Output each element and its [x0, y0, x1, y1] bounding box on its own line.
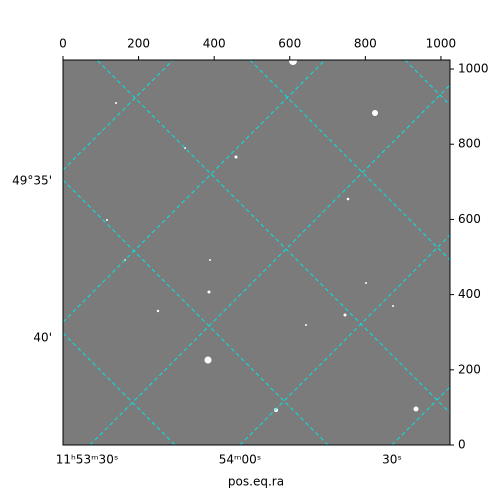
y-tick-label: 0 — [458, 438, 466, 452]
y-tick-label: 600 — [458, 212, 481, 226]
ra-label: 11ʰ53ᵐ30ˢ — [56, 453, 119, 467]
y-tick-label: 800 — [458, 137, 481, 151]
x-axis-label: pos.eq.ra — [228, 475, 284, 489]
frame — [62, 59, 451, 446]
ra-label: 30ˢ — [382, 453, 402, 467]
ra-label: 54ᵐ00ˢ — [219, 453, 262, 467]
y-tick-label: 200 — [458, 362, 481, 376]
x-tick-label: 1000 — [426, 37, 457, 51]
y-tick-label: 1000 — [458, 62, 489, 76]
dec-label: 40' — [33, 331, 52, 345]
sky-image — [63, 60, 450, 445]
x-tick-label: 400 — [203, 37, 226, 51]
x-tick-label: 200 — [127, 37, 150, 51]
y-tick-label: 400 — [458, 287, 481, 301]
x-tick-label: 800 — [354, 37, 377, 51]
dec-label: 49°35' — [12, 174, 52, 188]
coordinate-grid — [63, 60, 450, 445]
x-tick-label: 0 — [59, 37, 67, 51]
x-tick-label: 600 — [278, 37, 301, 51]
